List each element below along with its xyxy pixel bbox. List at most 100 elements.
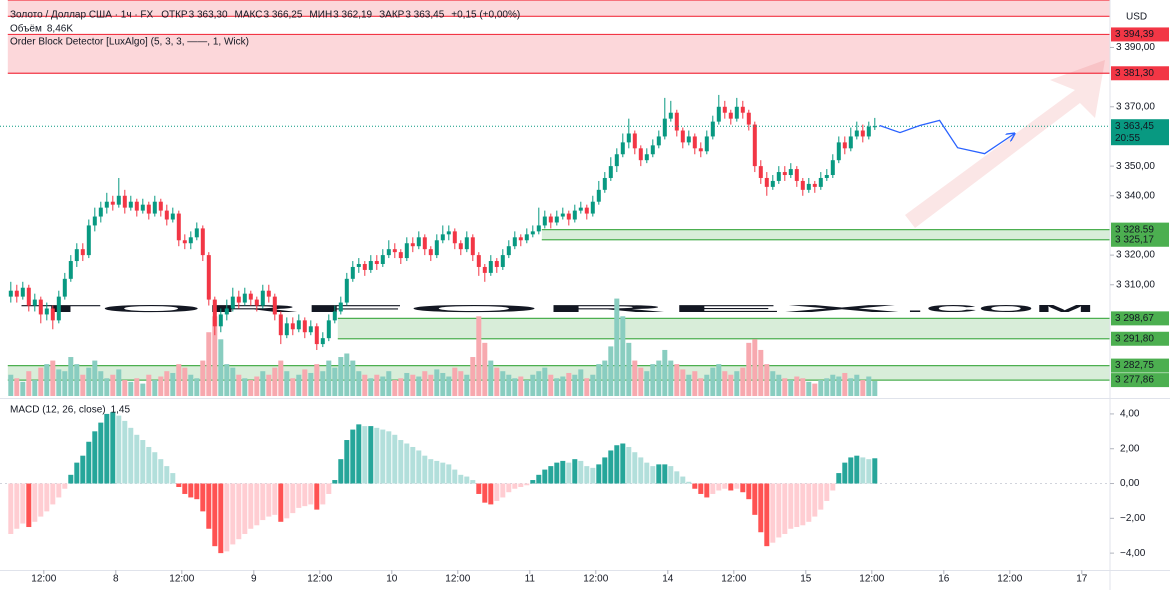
macd-bar [308,483,314,505]
volume-bar [566,372,572,396]
volume-bar [374,374,380,396]
volume-bar [236,374,242,396]
macd-bar [74,462,80,484]
x-tick-label: 12:00 [307,574,332,585]
volume-bar [746,342,752,396]
candle-body [536,225,541,232]
macd-bar [656,464,662,484]
macd-bar [632,452,638,484]
candle-body [110,201,115,205]
price-tag [1111,232,1169,247]
candle-body [422,237,427,250]
macd-bar [98,422,104,484]
macd-bar [686,481,692,484]
volume-bar [752,339,758,396]
candle-body [20,287,25,297]
macd-bar [410,446,416,484]
macd-bar [278,483,284,522]
y-tick-label: 3 370,00 [1116,101,1155,112]
candle-body [812,183,817,187]
macd-bar [800,483,806,526]
macd-bar [68,474,74,484]
candle-body [872,126,877,128]
candle-body [452,231,457,244]
volume-bar [302,369,308,396]
x-tick-label: 16 [938,574,950,585]
volume-bar [230,367,236,396]
macd-bar [14,483,20,529]
candle-body [698,148,703,152]
macd-bar [116,415,122,484]
volume-bar [638,367,644,396]
macd-bar [380,429,386,484]
macd-bar [572,459,578,484]
x-tick-label: 9 [251,574,257,585]
last-price-label: 3 363,45 [1115,121,1154,132]
price-tag-label: 3 328,59 [1115,224,1154,235]
volume-bar [656,360,662,396]
volume-bar [794,376,800,396]
candle-body [860,130,865,137]
volume-bar [362,374,368,396]
watermark-text: .COM [905,304,1095,315]
volume-bar [686,374,692,396]
volume-bar [644,371,650,396]
macd-bar [260,483,266,521]
candle-body [710,121,715,137]
volume-bar [476,316,482,396]
volume-bar [188,374,194,396]
candle-body [380,255,385,264]
volume-bar [782,378,788,396]
macd-bar [128,427,134,484]
macd-bar [188,483,194,498]
volume-bar [770,371,776,396]
candle-body [356,264,361,267]
macd-bar [164,466,170,484]
macd-bar [404,443,410,484]
price-tag-label: 3 394,39 [1115,29,1154,40]
volume-bar [452,367,458,396]
x-tick-label: 12:00 [859,574,884,585]
volume-bar [338,357,344,396]
volume-bar [104,378,110,396]
macd-bar [836,473,842,484]
macd-bar [728,483,734,491]
volume-bar [626,342,632,396]
candle-body [176,213,181,241]
y-tick-label: 3 390,00 [1116,42,1155,53]
candle-body [542,216,547,226]
volume-bar [296,374,302,396]
macd-bar [692,483,698,489]
macd-bar [482,483,488,503]
candle-body [308,326,313,333]
macd-bar [326,483,332,494]
candle-body [638,148,643,161]
macd-bar [392,434,398,484]
y-tick-label: −2,00 [1120,513,1146,524]
volume-bar [416,376,422,396]
candle-body [794,169,799,181]
macd-bar [44,483,50,512]
candle-body [446,231,451,235]
volume-bar [740,367,746,396]
projection-line [879,119,1015,155]
order-blocks [7,0,1110,381]
candle-body [104,201,109,208]
x-tick-label: 12:00 [721,574,746,585]
volume-bar [800,378,806,396]
order-block [541,229,1110,240]
candle-body [296,320,301,330]
y-tick-label: 2,00 [1120,443,1140,454]
volume-bar [662,349,668,396]
volume-bar [632,360,638,396]
candle-body [158,201,163,211]
volume-bar [404,372,410,396]
macd-bar [734,483,740,489]
macd-bar [590,467,596,484]
volume-bar [620,316,626,396]
volume-bar [392,380,398,396]
macd-bar [134,434,140,484]
candles [8,94,877,351]
candle-body [194,228,199,238]
